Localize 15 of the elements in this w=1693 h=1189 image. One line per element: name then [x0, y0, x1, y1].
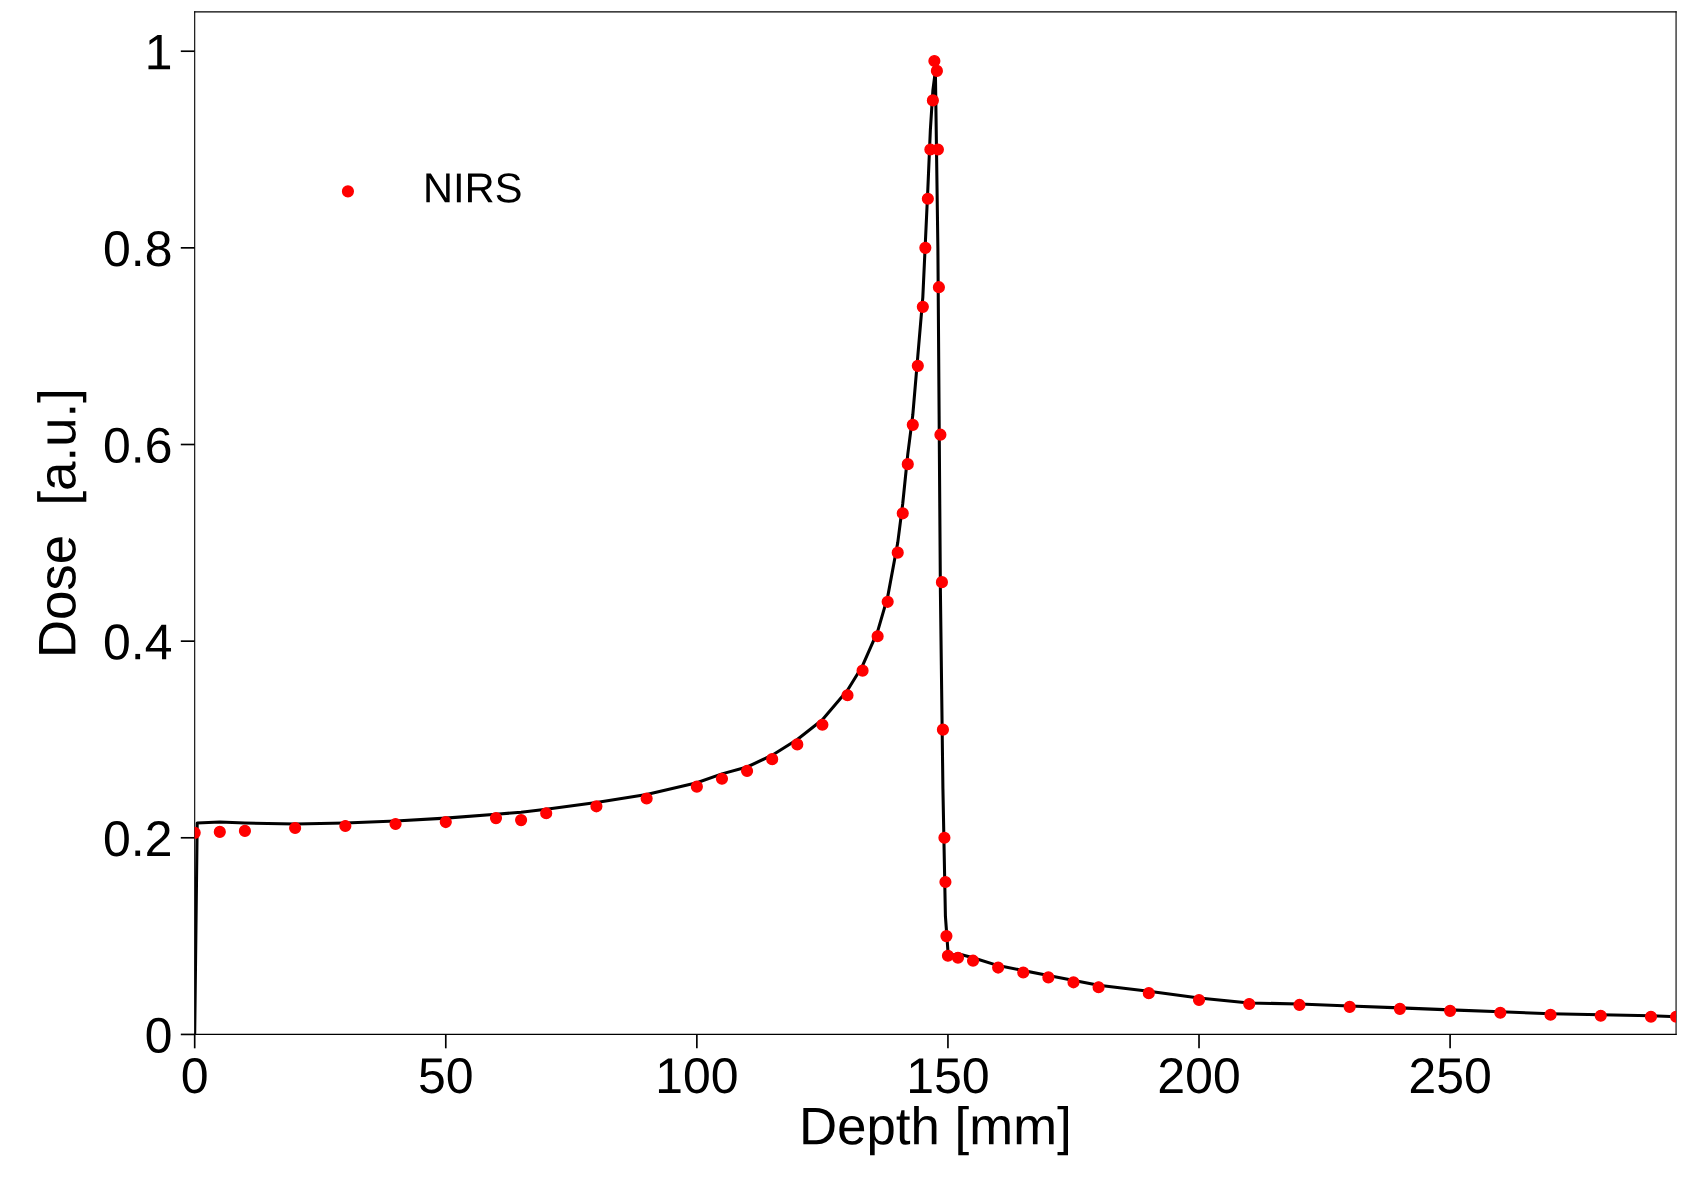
x-tick-label: 250 — [1410, 1057, 1490, 1094]
y-tick-label: 0.4 — [104, 624, 172, 660]
legend-label: NIRS — [426, 173, 521, 203]
y-tick-label: 0.6 — [104, 427, 171, 464]
y-tick-label: 0 — [146, 1017, 171, 1054]
x-tick-label: 100 — [658, 1057, 737, 1094]
x-tick-label: 50 — [419, 1057, 472, 1094]
x-tick-label: 0 — [182, 1057, 207, 1094]
y-tick-label: 0.2 — [104, 820, 170, 857]
x-axis-title: Depth [mm] — [803, 1106, 1069, 1156]
y-axis-title: Dose [a.u.] — [37, 391, 87, 654]
x-tick-label: 200 — [1159, 1057, 1239, 1094]
y-tick-label: 0.8 — [104, 231, 171, 267]
x-tick-label: 150 — [910, 1057, 988, 1094]
y-tick-label: 1 — [148, 34, 171, 70]
